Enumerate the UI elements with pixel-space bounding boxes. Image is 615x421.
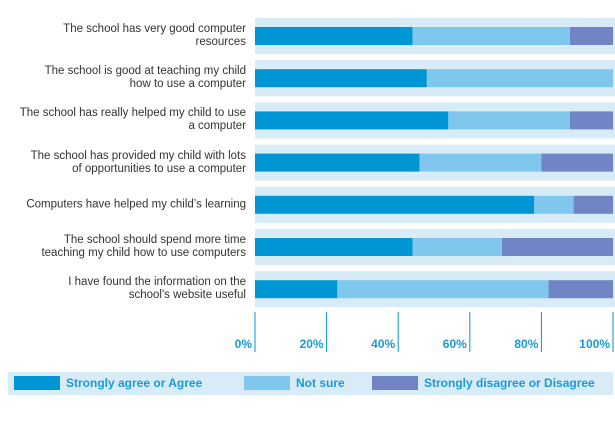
bar-segment xyxy=(573,195,613,214)
bar-segment xyxy=(255,27,413,45)
bar-segment xyxy=(255,195,535,214)
legend-label: Strongly agree or Agree xyxy=(66,376,203,390)
bar-segment xyxy=(412,238,503,256)
x-tick-label: 100% xyxy=(579,337,610,351)
legend-label: Not sure xyxy=(296,376,345,390)
bar-segment xyxy=(570,111,613,130)
x-tick-label: 20% xyxy=(300,337,324,351)
bar-segment xyxy=(255,69,427,88)
category-label: The school has really helped my child to… xyxy=(19,107,246,133)
x-tick-label: 80% xyxy=(514,337,538,351)
category-label: Computers have helped my child’s learnin… xyxy=(26,198,246,211)
bar-segment xyxy=(426,69,613,88)
bar-segment xyxy=(412,27,571,45)
bar-segment xyxy=(448,111,571,130)
bar-segment xyxy=(419,153,542,172)
category-label: The school should spend more time teachi… xyxy=(41,234,246,259)
x-tick-label: 0% xyxy=(235,337,253,351)
category-label: I have found the information on the scho… xyxy=(68,276,246,302)
bar-segment xyxy=(255,111,449,130)
category-label: The school has very good computer resour… xyxy=(63,23,246,48)
bar-segment xyxy=(255,238,413,256)
category-label: The school has provided my child with lo… xyxy=(30,149,246,175)
legend-swatch xyxy=(14,376,60,390)
x-tick-label: 60% xyxy=(443,337,467,351)
bar-segment xyxy=(255,153,420,172)
category-label: The school is good at teaching my child … xyxy=(44,65,246,91)
legend-swatch xyxy=(244,376,290,390)
bar-segment xyxy=(548,280,613,299)
bar-segment xyxy=(534,195,574,214)
x-tick-label: 40% xyxy=(371,337,395,351)
bar-segment xyxy=(337,280,549,299)
legend-swatch xyxy=(372,376,418,390)
legend-label: Strongly disagree or Disagree xyxy=(424,376,595,390)
legend-band xyxy=(8,372,613,395)
bar-segment xyxy=(502,238,613,256)
bar-segment xyxy=(255,280,338,299)
bar-segment xyxy=(541,153,613,172)
bar-segment xyxy=(570,27,613,45)
